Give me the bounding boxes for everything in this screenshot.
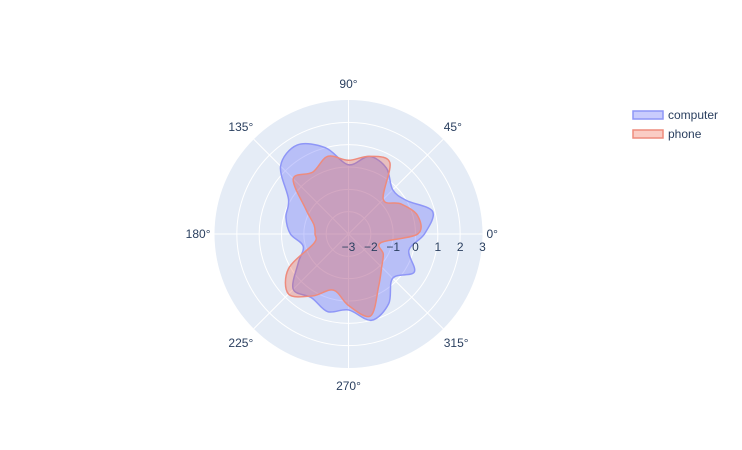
legend-swatch	[632, 110, 664, 120]
legend-label: phone	[668, 127, 702, 141]
legend-item-computer[interactable]: computer	[632, 108, 718, 122]
radial-tick-label: −1	[386, 240, 400, 254]
angular-tick-label: 225°	[228, 336, 253, 350]
angular-tick-label: 90°	[339, 77, 357, 91]
radial-tick-label: 1	[434, 240, 441, 254]
polar-series-layer	[279, 142, 435, 322]
radial-tick-label: −2	[364, 240, 378, 254]
angular-gridline	[253, 233, 349, 330]
radial-tick-label: 3	[479, 240, 486, 254]
series-area-computer[interactable]	[279, 142, 435, 322]
angular-tick-label: 270°	[336, 379, 361, 393]
angular-tick-label: 315°	[444, 336, 469, 350]
angular-gridline	[253, 138, 349, 235]
polar-grid	[214, 100, 483, 368]
radial-tick-label: −3	[342, 240, 356, 254]
angular-tick-label: 180°	[186, 227, 211, 241]
radial-tick-label: 2	[457, 240, 464, 254]
angular-tick-label: 45°	[444, 120, 462, 134]
radial-axis-ticks: −3 −2 −1 0 1 2 3	[342, 240, 487, 254]
legend[interactable]: computer phone	[632, 108, 718, 141]
angular-tick-label: 0°	[487, 227, 499, 241]
radial-tick-label: 0	[412, 240, 419, 254]
legend-swatch	[632, 129, 664, 139]
angular-tick-label: 135°	[228, 120, 253, 134]
angular-axis-ticks: 0° 45° 90° 135° 180° 225° 270° 315°	[186, 77, 499, 393]
series-area-phone[interactable]	[284, 155, 422, 318]
angular-gridline	[348, 138, 444, 235]
angular-gridline	[348, 233, 444, 330]
legend-label: computer	[668, 108, 718, 122]
legend-item-phone[interactable]: phone	[632, 127, 702, 141]
